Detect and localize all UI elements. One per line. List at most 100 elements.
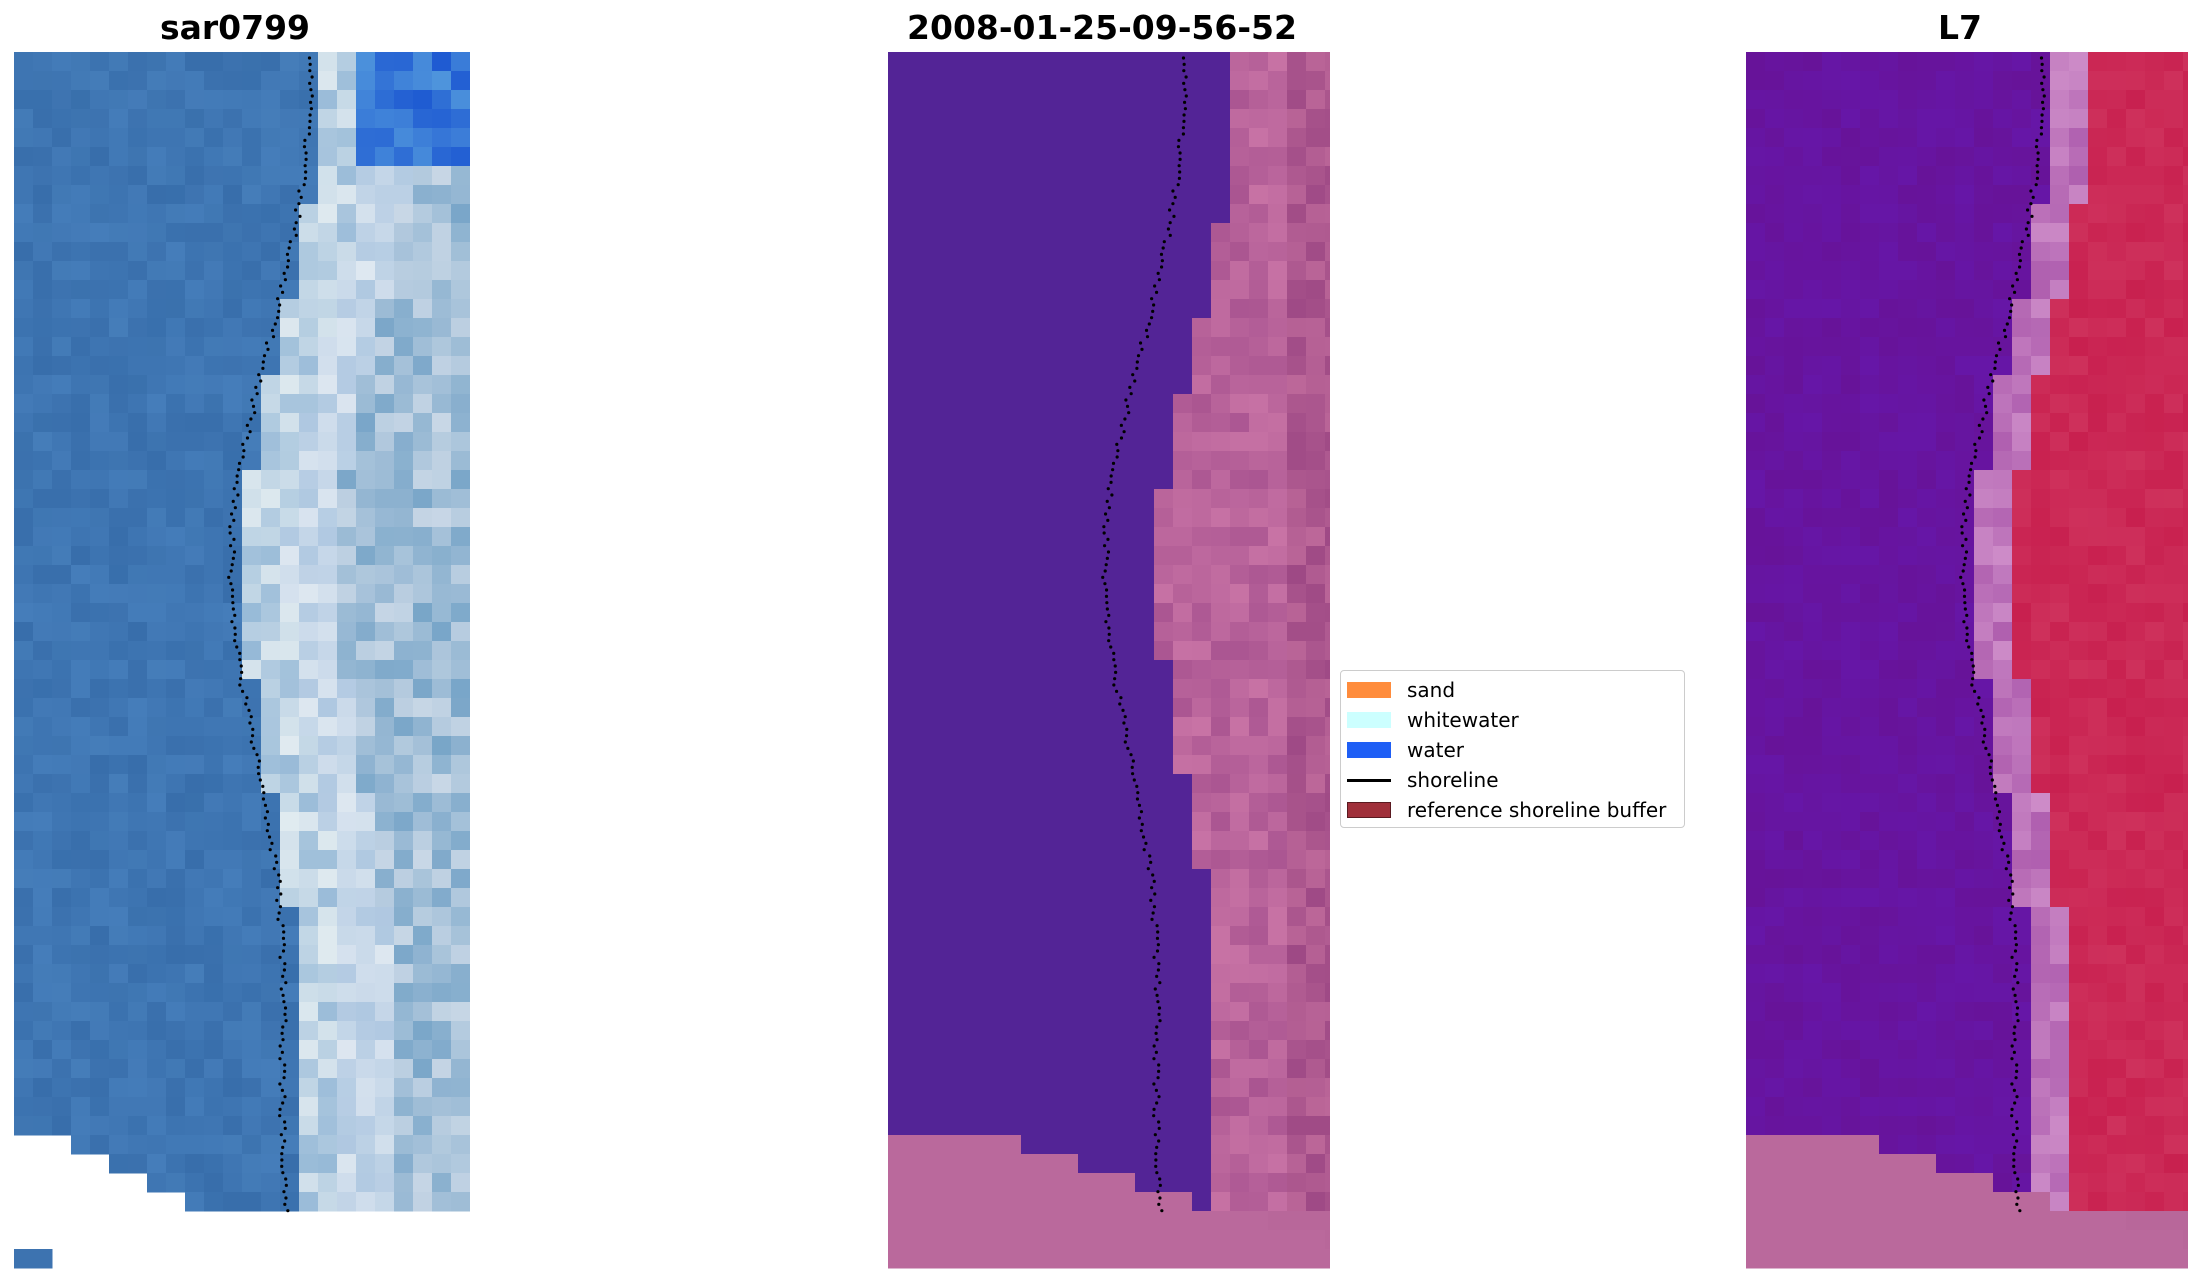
shoreline-dot: [261, 797, 266, 801]
image-pixel: [375, 166, 395, 186]
image-pixel: [2107, 546, 2127, 566]
image-pixel: [185, 546, 205, 566]
image-pixel: [1974, 1192, 1994, 1212]
image-pixel: [1116, 983, 1136, 1003]
image-pixel: [2069, 1154, 2089, 1174]
image-pixel: [1746, 983, 1766, 1003]
shoreline-dot: [1987, 392, 1991, 396]
image-pixel: [223, 907, 243, 927]
image-pixel: [356, 166, 376, 186]
image-pixel: [1936, 185, 1956, 205]
image-pixel: [204, 831, 224, 851]
image-pixel: [1974, 470, 1994, 490]
image-pixel: [1955, 1154, 1975, 1174]
shoreline-dot: [249, 715, 253, 719]
image-pixel: [1822, 394, 1842, 414]
image-pixel: [1268, 641, 1288, 661]
image-pixel: [109, 546, 129, 566]
image-pixel: [71, 964, 91, 984]
shoreline-dot: [283, 1139, 287, 1143]
image-pixel: [166, 603, 186, 623]
image-pixel: [128, 318, 148, 338]
image-pixel: [2031, 717, 2051, 737]
image-pixel: [1746, 1192, 1766, 1212]
image-pixel: [90, 223, 110, 243]
image-pixel: [299, 1154, 319, 1174]
image-pixel: [1268, 1021, 1288, 1041]
image-pixel: [1879, 394, 1899, 414]
image-pixel: [2088, 527, 2108, 547]
shoreline-dot: [2024, 227, 2029, 231]
image-pixel: [166, 508, 186, 528]
image-pixel: [147, 1002, 167, 1022]
image-pixel: [1154, 717, 1174, 737]
image-pixel: [1822, 1135, 1842, 1155]
image-pixel: [166, 641, 186, 661]
image-pixel: [1803, 185, 1823, 205]
image-pixel: [945, 945, 965, 965]
shoreline-dot: [1106, 487, 1110, 491]
image-pixel: [147, 1040, 167, 1060]
image-pixel: [1040, 812, 1060, 832]
image-pixel: [1936, 926, 1956, 946]
image-pixel: [242, 166, 262, 186]
image-pixel: [1192, 622, 1212, 642]
image-pixel: [1230, 185, 1250, 205]
image-pixel: [1116, 641, 1136, 661]
image-pixel: [2088, 565, 2108, 585]
image-pixel: [1173, 109, 1193, 129]
image-pixel: [432, 565, 452, 585]
image-pixel: [1078, 109, 1098, 129]
image-pixel: [2145, 983, 2165, 1003]
image-pixel: [261, 185, 281, 205]
image-pixel: [2088, 1135, 2108, 1155]
image-pixel: [223, 413, 243, 433]
image-pixel: [356, 641, 376, 661]
image-pixel: [1860, 1249, 1880, 1269]
image-pixel: [223, 584, 243, 604]
image-pixel: [318, 185, 338, 205]
image-pixel: [2145, 318, 2165, 338]
image-pixel: [147, 888, 167, 908]
image-pixel: [1936, 299, 1956, 319]
image-pixel: [2050, 641, 2070, 661]
image-pixel: [1955, 698, 1975, 718]
image-pixel: [166, 717, 186, 737]
image-pixel: [1192, 1192, 1212, 1212]
image-pixel: [1936, 1116, 1956, 1136]
image-pixel: [2050, 204, 2070, 224]
image-pixel: [2069, 1116, 2089, 1136]
image-pixel: [1822, 603, 1842, 623]
image-pixel: [318, 755, 338, 775]
image-pixel: [1784, 831, 1804, 851]
image-pixel: [337, 280, 357, 300]
image-pixel: [1784, 413, 1804, 433]
image-pixel: [926, 489, 946, 509]
image-pixel: [242, 71, 262, 91]
shoreline-dot: [1168, 221, 1172, 225]
image-pixel: [1974, 527, 1994, 547]
image-pixel: [1021, 413, 1041, 433]
image-pixel: [185, 71, 205, 91]
image-pixel: [1803, 679, 1823, 699]
image-pixel: [242, 318, 262, 338]
image-pixel: [432, 793, 452, 813]
image-pixel: [1325, 204, 1330, 224]
image-pixel: [90, 1040, 110, 1060]
shoreline-dot: [1107, 632, 1111, 636]
image-pixel: [1287, 584, 1307, 604]
image-pixel: [128, 584, 148, 604]
image-pixel: [2050, 546, 2070, 566]
image-pixel: [299, 774, 319, 794]
image-pixel: [356, 1002, 376, 1022]
shoreline-dot: [1154, 1031, 1158, 1035]
image-pixel: [945, 1116, 965, 1136]
image-pixel: [1803, 337, 1823, 357]
image-pixel: [128, 147, 148, 167]
image-pixel: [2031, 508, 2051, 528]
image-pixel: [280, 1059, 300, 1079]
image-pixel: [413, 755, 433, 775]
image-pixel: [1287, 90, 1307, 110]
image-pixel: [1325, 1078, 1330, 1098]
image-pixel: [1040, 166, 1060, 186]
